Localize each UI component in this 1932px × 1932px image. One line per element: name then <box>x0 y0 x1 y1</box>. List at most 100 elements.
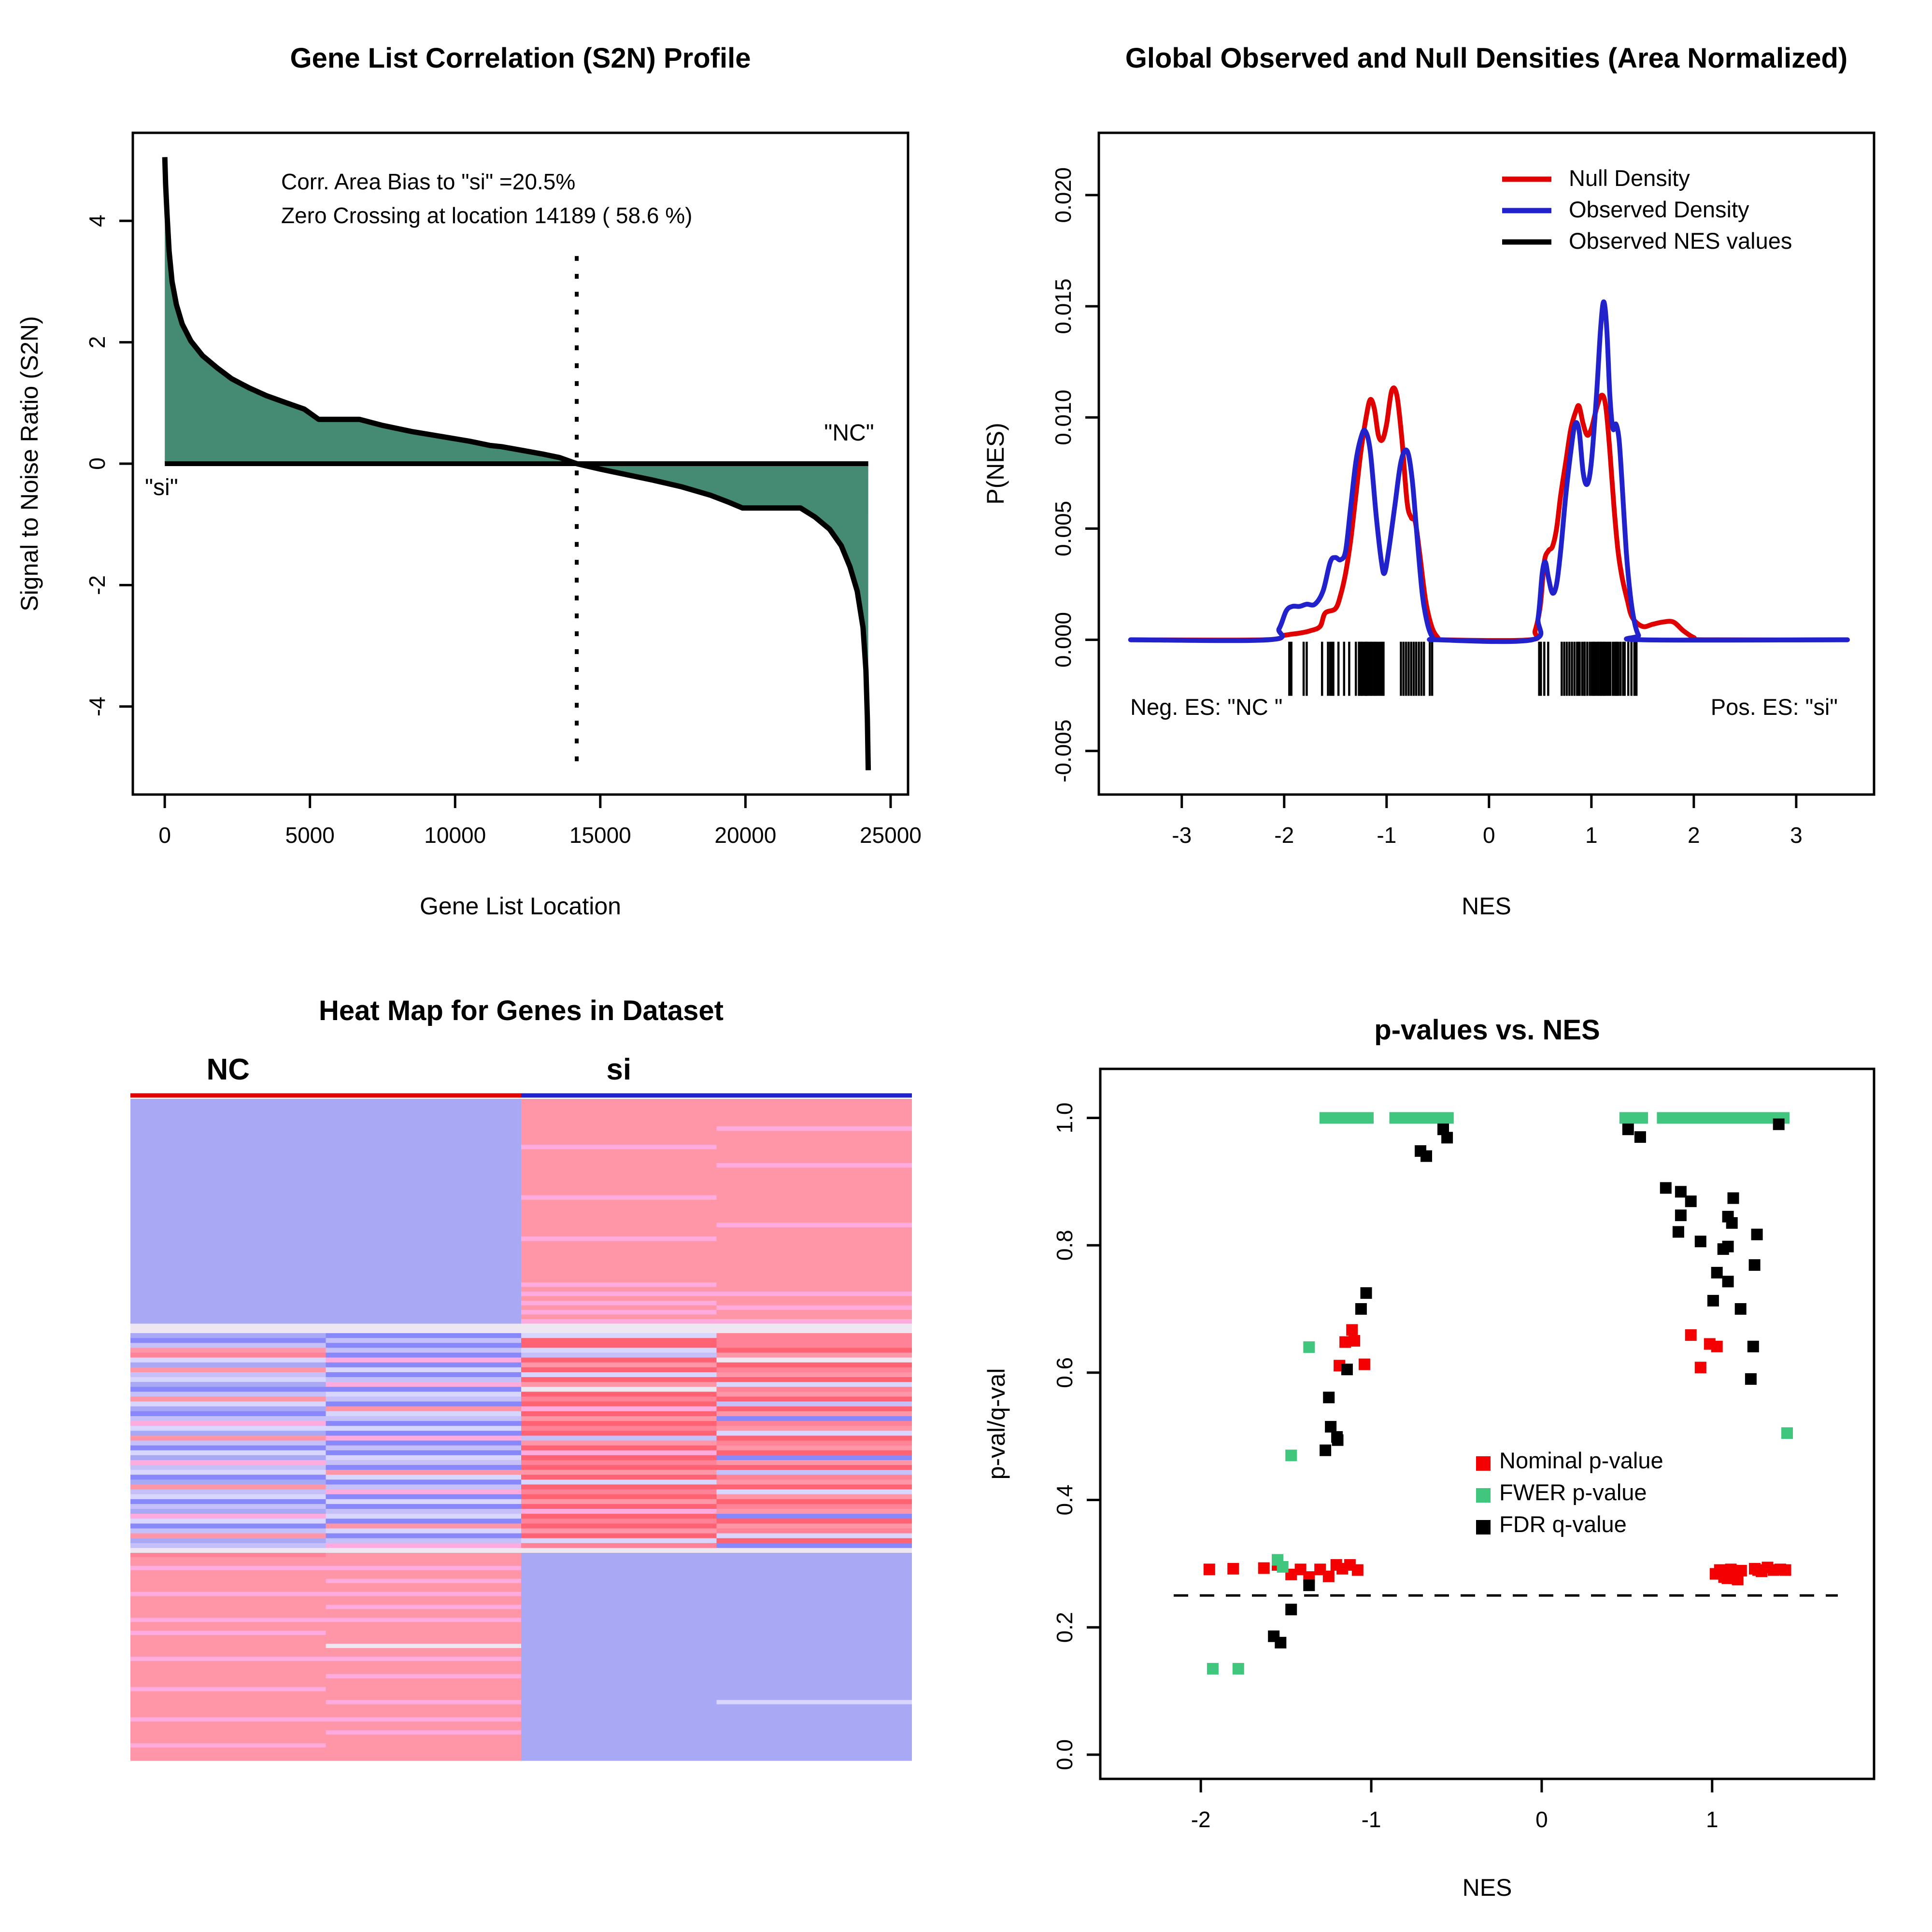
heatmap-cell <box>716 1504 912 1509</box>
x-tick-label: 1 <box>1706 1807 1719 1832</box>
heatmap-cell <box>716 1587 912 1592</box>
heatmap-cell <box>716 1499 912 1505</box>
heatmap-cell <box>326 1460 521 1465</box>
heatmap-cell <box>326 1543 521 1548</box>
heatmap-cell <box>716 1596 912 1601</box>
heatmap-cell <box>326 1122 521 1127</box>
heatmap-cell <box>326 1489 521 1495</box>
panel-title: Global Observed and Null Densities (Area… <box>1125 43 1847 74</box>
heatmap-cell <box>130 1605 326 1610</box>
heatmap-cell <box>716 1583 912 1588</box>
heatmap-cell <box>521 1319 717 1324</box>
scatter-point-nominal-p <box>1685 1329 1697 1341</box>
heatmap-cell <box>521 1278 717 1283</box>
heatmap-cell <box>521 1213 717 1219</box>
heatmap-cell <box>326 1743 521 1748</box>
heatmap-cell <box>326 1181 521 1187</box>
heatmap-cell <box>521 1605 717 1610</box>
scatter-point-nominal-p <box>1346 1324 1358 1336</box>
heatmap-cell <box>716 1421 912 1426</box>
heatmap-cell <box>130 1122 326 1127</box>
scatter-point-fwer-p <box>1232 1662 1244 1675</box>
heatmap-cell <box>326 1177 521 1182</box>
heatmap-cell <box>326 1657 521 1662</box>
heatmap-cell <box>326 1382 521 1387</box>
phenotype-label-nc: "NC" <box>824 420 874 446</box>
scatter-point-fwer-p <box>1207 1662 1219 1675</box>
heatmap-cell <box>130 1489 326 1495</box>
heatmap-cell <box>716 1431 912 1436</box>
heatmap-cell <box>326 1648 521 1653</box>
heatmap-cell <box>521 1411 717 1417</box>
heatmap-cell <box>521 1172 717 1178</box>
heatmap-cell <box>521 1117 717 1122</box>
heatmap-cell <box>716 1713 912 1718</box>
heatmap-cell <box>326 1600 521 1605</box>
heatmap-cell <box>326 1713 521 1718</box>
heatmap-cell <box>130 1644 326 1648</box>
heatmap-cell <box>521 1421 717 1426</box>
heatmap-cell <box>326 1548 521 1553</box>
heatmap-cell <box>521 1726 717 1731</box>
heatmap-cell <box>326 1499 521 1505</box>
scatter-point-fdr-q <box>1726 1217 1738 1229</box>
heatmap-cell <box>716 1310 912 1315</box>
heatmap-cell <box>130 1726 326 1731</box>
heatmap-cell <box>130 1296 326 1301</box>
heatmap-cell <box>130 1396 326 1402</box>
heatmap-cell <box>716 1268 912 1274</box>
heatmap-cell <box>130 1450 326 1456</box>
heatmap-cell <box>521 1343 717 1349</box>
heatmap-cell <box>326 1747 521 1752</box>
heatmap-cell <box>521 1362 717 1368</box>
heatmap-cell <box>716 1145 912 1150</box>
heatmap-cell <box>326 1605 521 1610</box>
scatter-point-fdr-q <box>1320 1444 1332 1456</box>
heatmap-cell <box>521 1227 717 1233</box>
heatmap-cell <box>521 1209 717 1214</box>
heatmap-cell <box>130 1460 326 1465</box>
heatmap-cell <box>716 1523 912 1529</box>
heatmap-cell <box>521 1652 717 1657</box>
heatmap-cell <box>521 1268 717 1274</box>
heatmap-cell <box>521 1695 717 1701</box>
scatter-point-fdr-q <box>1360 1287 1372 1299</box>
heatmap-cell <box>130 1259 326 1264</box>
y-axis-title: P(NES) <box>982 423 1009 504</box>
heatmap-cell <box>716 1209 912 1214</box>
scatter-point-nominal-p <box>1258 1562 1270 1574</box>
heatmap-panel: Heat Map for Genes in Dataset NC si <box>130 995 912 1761</box>
x-tick-label: 25000 <box>860 823 922 848</box>
heatmap-cell <box>326 1328 521 1334</box>
heatmap-cell <box>521 1357 717 1363</box>
heatmap-cell <box>130 1553 326 1558</box>
x-tick-label: -2 <box>1274 823 1294 848</box>
heatmap-cell <box>326 1158 521 1164</box>
heatmap-cell <box>130 1587 326 1592</box>
heatmap-cell <box>716 1674 912 1679</box>
phenotype-label-si: "si" <box>145 475 178 500</box>
heatmap-cell <box>716 1721 912 1726</box>
heatmap-cell <box>326 1204 521 1209</box>
y-tick-label: 0.015 <box>1051 279 1076 334</box>
heatmap-cell <box>716 1314 912 1320</box>
scatter-point-fdr-q <box>1323 1392 1335 1404</box>
scatter-point-fwer-p <box>1427 1112 1439 1124</box>
heatmap-cell <box>130 1618 326 1622</box>
heatmap-cell <box>130 1739 326 1744</box>
heatmap-cell <box>716 1479 912 1485</box>
heatmap-cell <box>326 1528 521 1534</box>
heatmap-cell <box>716 1140 912 1145</box>
heatmap-cell <box>326 1305 521 1310</box>
heatmap-cell <box>130 1622 326 1627</box>
heatmap-cell <box>130 1743 326 1748</box>
y-tick-label: 0.0 <box>1052 1739 1077 1770</box>
heatmap-cell <box>130 1499 326 1505</box>
heatmap-cell <box>326 1691 521 1696</box>
heatmap-cell <box>326 1519 521 1524</box>
heatmap-cell <box>716 1218 912 1223</box>
heatmap-cell <box>521 1665 717 1670</box>
heatmap-cell <box>130 1700 326 1705</box>
heatmap-cell <box>521 1416 717 1421</box>
pos-es-label: Pos. ES: "si" <box>1711 694 1838 720</box>
